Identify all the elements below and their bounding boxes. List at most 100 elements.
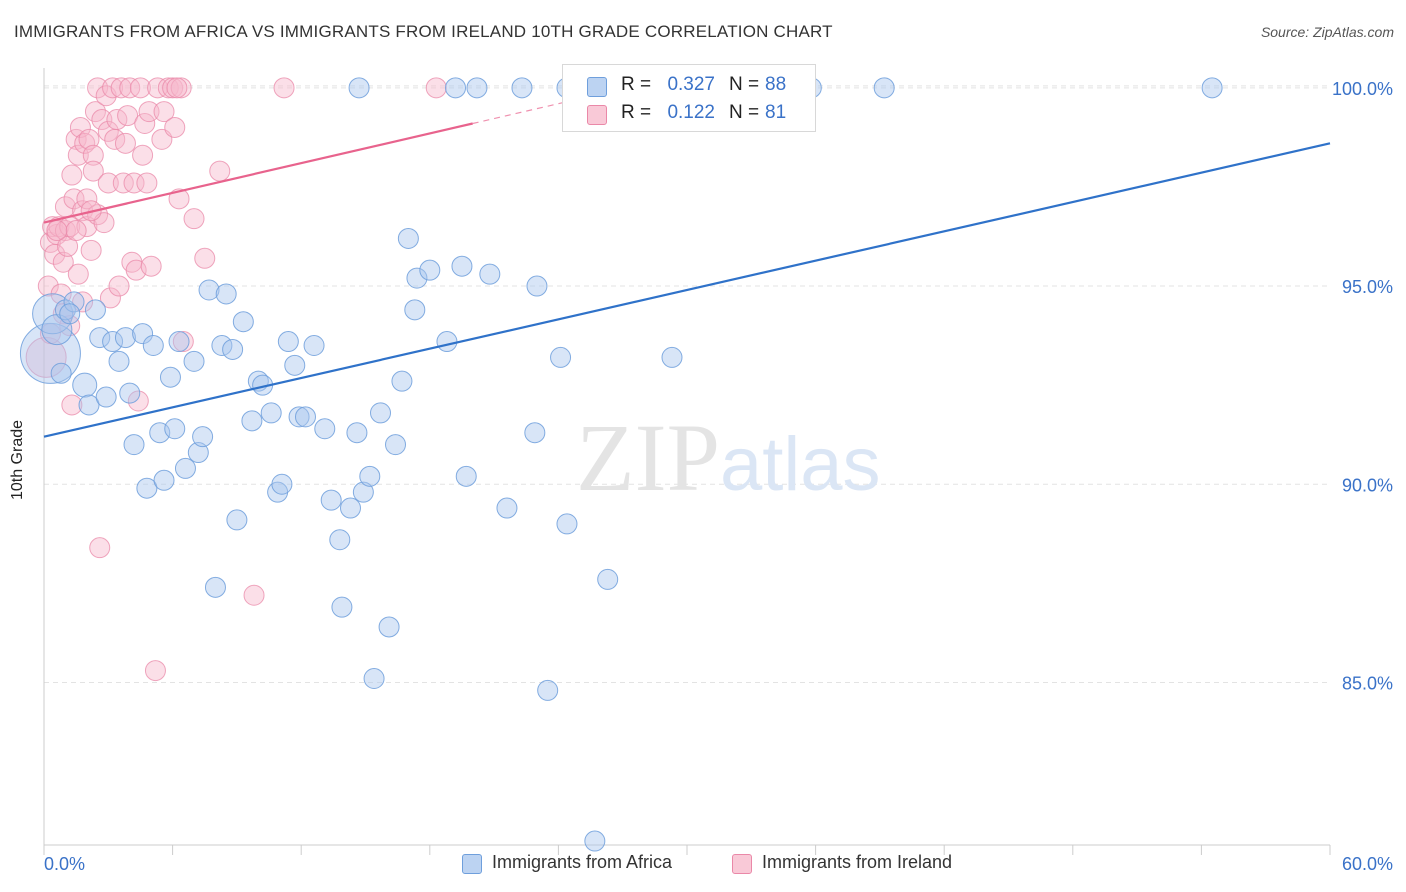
africa-point <box>352 481 374 503</box>
ireland-point <box>78 128 100 150</box>
ireland-point <box>87 77 109 99</box>
ireland-point <box>54 220 76 242</box>
ireland-point <box>76 188 98 210</box>
ireland-point <box>132 144 154 166</box>
ireland-point <box>157 77 179 99</box>
ireland-point <box>82 160 104 182</box>
ireland-point <box>52 251 74 273</box>
ireland-point <box>97 172 119 194</box>
ireland-point <box>52 303 74 325</box>
ireland-point <box>37 275 59 297</box>
ireland-point <box>80 239 102 261</box>
africa-point <box>84 299 106 321</box>
y-tick-label: 85.0% <box>1342 673 1393 693</box>
r-label: R = <box>621 74 652 95</box>
source-label: Source: ZipAtlas.com <box>1260 24 1394 40</box>
africa-point <box>153 469 175 491</box>
ireland-point <box>91 109 113 131</box>
ireland-point <box>82 144 104 166</box>
africa-point <box>142 335 164 356</box>
africa-point <box>584 830 606 852</box>
africa-point <box>451 255 473 277</box>
ireland-point <box>112 172 134 194</box>
africa-point <box>168 331 190 353</box>
y-tick-label: 95.0% <box>1342 277 1393 297</box>
ireland-point <box>183 208 205 230</box>
ireland-point <box>59 315 81 337</box>
africa-point <box>404 299 426 321</box>
ireland-point <box>136 172 158 194</box>
ireland-point <box>164 116 186 138</box>
ireland-point <box>67 144 89 166</box>
x-tick-label-min: 0.0% <box>44 854 85 874</box>
ireland-point <box>123 172 145 194</box>
series-legend: Immigrants from Africa Immigrants from I… <box>462 852 982 876</box>
ireland-point <box>166 77 188 99</box>
ireland-trend-line <box>43 122 473 224</box>
africa-point <box>95 386 117 408</box>
africa-point <box>50 362 72 384</box>
n-value: 81 <box>765 102 787 123</box>
ireland-point <box>140 255 162 277</box>
africa-point <box>232 311 254 333</box>
legend-row-africa: R = 0.327 N = 88 <box>563 71 815 99</box>
africa-point <box>466 77 488 99</box>
n-label: N = <box>729 74 760 95</box>
africa-point <box>63 291 85 313</box>
africa-point <box>132 323 154 345</box>
y-tick-labels: 85.0% 90.0% 95.0% 100.0% <box>1332 79 1393 694</box>
africa-point <box>59 303 81 325</box>
africa-swatch <box>587 77 607 97</box>
africa-point <box>397 227 419 249</box>
ireland-point <box>144 660 166 682</box>
africa-point <box>479 263 501 285</box>
legend-row-ireland: R = 0.122 N = 81 <box>563 99 815 127</box>
africa-point <box>511 77 533 99</box>
ireland-point <box>76 216 98 238</box>
africa-point <box>89 327 111 349</box>
africa-point <box>378 616 400 638</box>
ireland-point <box>102 77 124 99</box>
africa-point <box>119 382 141 404</box>
africa-point <box>556 513 578 535</box>
africa-point <box>597 568 619 590</box>
africa-point <box>329 529 351 551</box>
ireland-point <box>65 220 87 242</box>
ireland-point <box>108 275 130 297</box>
africa-point <box>537 679 559 701</box>
africa-point <box>198 279 220 301</box>
ireland-point <box>172 331 194 353</box>
ireland-point <box>127 390 149 412</box>
ireland-point <box>106 109 128 131</box>
ireland-point <box>48 216 70 238</box>
ireland-point <box>25 336 67 378</box>
africa-point <box>391 370 413 392</box>
ireland-point <box>147 77 169 99</box>
africa-point <box>271 473 293 495</box>
ireland-point <box>194 247 216 269</box>
ireland-point <box>69 116 91 138</box>
africa-point <box>455 465 477 487</box>
r-value: 0.122 <box>667 102 715 123</box>
series-ireland-points <box>25 77 447 682</box>
ireland-point <box>110 77 132 99</box>
africa-point <box>174 457 196 479</box>
ireland-point <box>138 101 160 123</box>
n-label: N = <box>729 102 760 123</box>
axes <box>43 68 1331 855</box>
africa-point <box>550 346 572 368</box>
africa-point <box>339 497 361 519</box>
x-tick-label-max: 60.0% <box>1342 854 1393 874</box>
r-label: R = <box>621 102 652 123</box>
africa-point <box>277 331 299 353</box>
gridlines <box>44 85 1330 683</box>
africa-point <box>204 576 226 598</box>
trend-lines <box>43 100 1331 438</box>
ireland-point <box>134 113 156 134</box>
africa-point <box>436 331 458 353</box>
legend-ireland-swatch <box>732 854 752 874</box>
ireland-point <box>153 101 175 123</box>
ireland-point <box>209 160 231 182</box>
africa-point <box>72 372 98 398</box>
